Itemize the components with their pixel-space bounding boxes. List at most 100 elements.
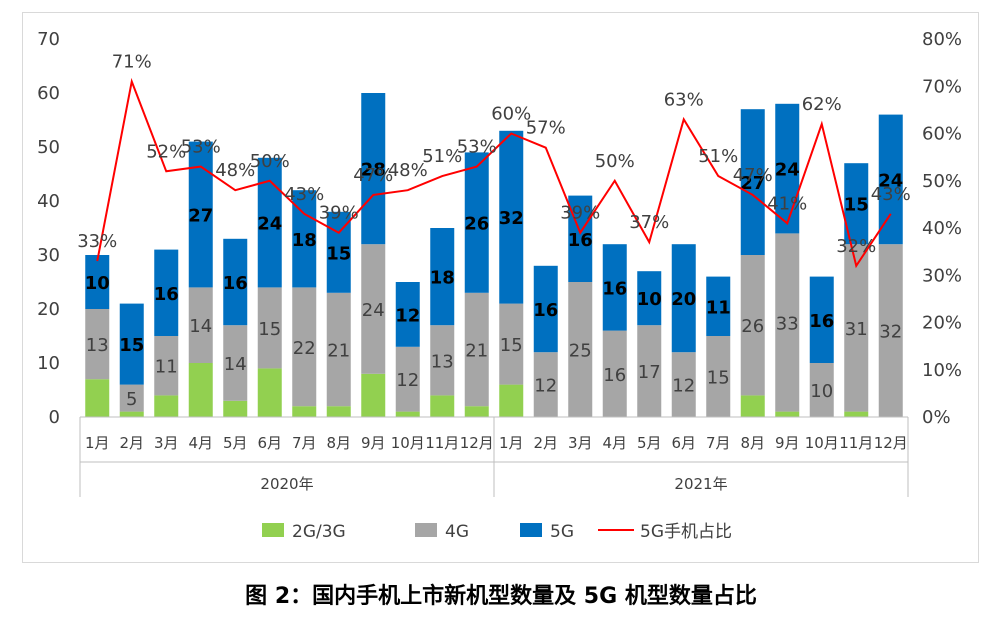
bar-segment-4g	[292, 287, 317, 407]
bar-value-label: 17	[638, 362, 661, 383]
x-tick-label: 1月	[85, 434, 110, 452]
bar-segment-4g	[430, 325, 455, 396]
y-right-tick-label: 50%	[922, 171, 962, 192]
x-tick-label: 9月	[775, 434, 800, 452]
bar-segment-4g	[464, 292, 489, 407]
bar-value-label: 15	[119, 335, 144, 356]
bar-segment-5g	[223, 238, 248, 326]
bar-segment-5g	[878, 114, 903, 245]
bar-value-label: 18	[292, 230, 317, 251]
line-value-label: 48%	[388, 160, 428, 181]
bar-value-label: 27	[740, 173, 765, 194]
bar-segment-2g-3g	[188, 363, 213, 417]
bar-segment-2g-3g	[499, 384, 524, 417]
bar-segment-2g-3g	[223, 400, 248, 417]
group-label: 2020年	[260, 475, 313, 493]
line-value-label: 41%	[767, 193, 807, 214]
x-tick-label: 8月	[740, 434, 765, 452]
bar-segment-2g-3g	[326, 406, 351, 417]
bar-segment-5g	[119, 303, 144, 385]
bar-value-label: 15	[707, 368, 730, 389]
bar-segment-4g	[637, 325, 662, 417]
y-right-tick-label: 20%	[922, 313, 962, 334]
bar-segment-4g	[326, 292, 351, 407]
bar-value-label: 12	[396, 370, 419, 391]
bar-segment-5g	[602, 244, 627, 331]
legend-swatch	[262, 523, 284, 537]
figure-caption: 图 2：国内手机上市新机型数量及 5G 机型数量占比	[245, 584, 757, 609]
legend-label: 5G	[550, 522, 574, 542]
bar-segment-4g	[119, 384, 144, 412]
line-5g-share	[96, 77, 892, 269]
bar-value-label: 15	[500, 335, 523, 356]
bar-value-label: 24	[878, 170, 903, 191]
bar-segment-2g-3g	[257, 368, 282, 417]
bar-value-label: 5	[126, 389, 137, 410]
line-value-label: 53%	[457, 137, 497, 158]
x-tick-label: 4月	[188, 434, 213, 452]
y-right-tick-label: 40%	[922, 218, 962, 239]
bar-value-label: 16	[223, 273, 248, 294]
line-value-label: 60%	[491, 104, 531, 125]
bar-value-label: 15	[326, 243, 351, 264]
bar-value-label: 27	[188, 206, 213, 227]
x-tick-label: 6月	[671, 434, 696, 452]
bar-segment-4g	[223, 325, 248, 401]
y-left-tick-label: 60	[37, 83, 60, 104]
x-tick-label: 3月	[154, 434, 179, 452]
bar-value-label: 10	[637, 289, 662, 310]
line-value-label: 37%	[629, 212, 669, 233]
bar-value-label: 22	[293, 338, 316, 359]
y-left-tick-label: 50	[37, 137, 60, 158]
bar-segment-5g	[568, 195, 593, 282]
legend-swatch	[415, 523, 437, 537]
y-right-tick-label: 70%	[922, 76, 962, 97]
line-value-label: 33%	[77, 231, 117, 252]
bar-value-label: 18	[430, 268, 455, 289]
bar-segment-4g	[568, 282, 593, 417]
bar-segment-2g-3g	[154, 395, 179, 417]
x-tick-label: 1月	[499, 434, 524, 452]
chart-frame	[22, 12, 979, 563]
line-value-label: 39%	[319, 203, 359, 224]
line-value-label: 43%	[871, 184, 911, 205]
bar-segment-2g-3g	[292, 406, 317, 417]
bar-segment-4g	[775, 233, 800, 412]
bar-segment-2g-3g	[119, 411, 144, 417]
bar-segment-5g	[464, 152, 489, 293]
y-left-tick-label: 0	[49, 407, 60, 428]
y-left-tick-label: 70	[37, 29, 60, 50]
bar-value-label: 11	[706, 297, 731, 318]
line-value-label: 62%	[802, 94, 842, 115]
x-tick-label: 2月	[119, 434, 144, 452]
legend-label: 4G	[445, 522, 469, 542]
line-value-label: 71%	[112, 52, 152, 73]
bar-segment-5g	[430, 228, 455, 326]
bar-value-label: 14	[224, 354, 247, 375]
bar-value-label: 21	[327, 341, 350, 362]
group-label: 2021年	[674, 475, 727, 493]
bar-value-label: 24	[775, 160, 800, 181]
x-tick-label: 7月	[292, 434, 317, 452]
x-tick-label: 10月	[805, 434, 839, 452]
bar-segment-4g	[533, 352, 558, 417]
line-value-label: 53%	[181, 137, 221, 158]
bar-segment-2g-3g	[740, 395, 765, 417]
bar-segment-4g	[85, 309, 110, 380]
line-value-label: 52%	[146, 141, 186, 162]
bar-segment-4g	[188, 287, 213, 363]
bar-segment-5g	[671, 244, 696, 353]
y-right-tick-label: 60%	[922, 124, 962, 145]
bar-value-label: 26	[741, 316, 764, 337]
bar-value-label: 15	[844, 195, 869, 216]
bar-segment-5g	[154, 249, 179, 336]
bar-segment-5g	[809, 276, 834, 363]
x-tick-label: 5月	[637, 434, 662, 452]
bar-segment-4g	[878, 244, 903, 417]
bar-value-label: 24	[362, 300, 385, 321]
bar-segment-2g-3g	[464, 406, 489, 417]
y-left-tick-label: 30	[37, 245, 60, 266]
line-value-label: 32%	[836, 236, 876, 257]
x-tick-label: 11月	[425, 434, 459, 452]
x-tick-label: 12月	[874, 434, 908, 452]
